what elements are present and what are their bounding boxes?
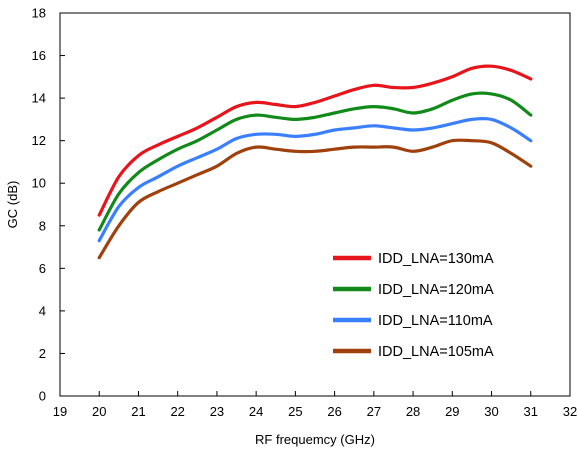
series-lines	[97, 64, 533, 260]
x-tick-label: 31	[524, 404, 538, 419]
legend-label: IDD_LNA=120mA	[378, 282, 494, 298]
legend: IDD_LNA=130mA IDD_LNA=120mA IDD_LNA=110mA I…	[333, 251, 494, 360]
series-line-1	[97, 64, 533, 217]
x-tick-label: 32	[563, 404, 577, 419]
x-tick-label: 27	[367, 404, 381, 419]
x-tick-label: 21	[131, 404, 145, 419]
legend-label: IDD_LNA=130mA	[378, 251, 494, 267]
legend-label: IDD_LNA=105mA	[378, 344, 494, 360]
y-tick-label: 18	[32, 6, 46, 21]
y-tick-label: 2	[39, 346, 46, 361]
x-tick-label: 19	[53, 404, 67, 419]
y-tick-label: 12	[32, 133, 46, 148]
x-tick-label: 20	[92, 404, 106, 419]
series-line-4	[97, 138, 533, 260]
y-tick-label: 14	[32, 91, 46, 106]
y-axis-title: GC (dB)	[5, 181, 20, 229]
series-line-2	[97, 91, 533, 232]
x-tick-label: 23	[210, 404, 224, 419]
x-tick-label: 22	[170, 404, 184, 419]
axes: 19 20 21 22 23 24 25 26 27 28 29 30 31 32024681012141…	[32, 6, 578, 420]
x-tick-label: 28	[406, 404, 420, 419]
y-tick-label: 4	[39, 303, 46, 318]
series-line-3	[97, 117, 533, 243]
x-tick-label: 25	[288, 404, 302, 419]
plot-frame	[59, 12, 571, 397]
x-axis-title: RF frequemcy (GHz)	[255, 432, 375, 447]
y-tick-label: 8	[39, 218, 46, 233]
y-tick-label: 0	[39, 389, 46, 404]
x-tick-label: 30	[484, 404, 498, 419]
y-tick-label: 16	[32, 48, 46, 63]
y-tick-label: 6	[39, 261, 46, 276]
legend-label: IDD_LNA=110mA	[378, 313, 493, 329]
y-tick-label: 10	[32, 176, 46, 191]
x-tick-label: 29	[445, 404, 459, 419]
x-tick-label: 26	[327, 404, 341, 419]
x-tick-label: 24	[249, 404, 263, 419]
